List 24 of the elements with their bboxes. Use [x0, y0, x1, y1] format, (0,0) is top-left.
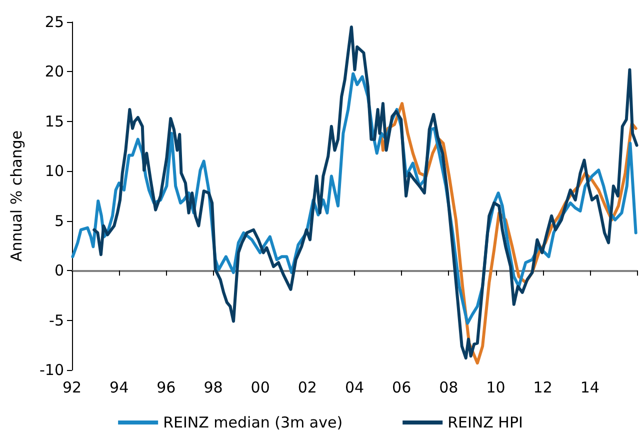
legend-label: REINZ HPI — [448, 414, 523, 432]
line-series — [92, 25, 638, 360]
legend-label: REINZ median (3m ave) — [163, 414, 343, 432]
x-tick-label: 14 — [580, 378, 600, 396]
y-tick-label: 0 — [54, 262, 64, 280]
x-tick-label: 92 — [62, 378, 82, 396]
y-tick-label: 25 — [44, 13, 64, 31]
x-tick-label: 12 — [533, 378, 552, 396]
x-tick-label: 94 — [110, 378, 129, 396]
x-tick-label: 02 — [298, 378, 317, 396]
y-tick-label: 5 — [54, 212, 64, 230]
x-tick-label: 04 — [344, 378, 364, 396]
y-tick-label: -5 — [49, 311, 64, 330]
x-tick-label: 98 — [204, 378, 223, 396]
y-tick-label: 20 — [44, 62, 64, 81]
y-tick-label: 10 — [44, 162, 64, 180]
y-tick-label: 15 — [44, 112, 64, 130]
x-tick-label: 10 — [486, 378, 506, 396]
x-tick-label: 08 — [439, 378, 458, 396]
y-tick-label: -10 — [40, 361, 64, 379]
x-tick-label: 06 — [392, 378, 412, 396]
y-axis-title: Annual % change — [8, 130, 26, 262]
x-tick-label: 00 — [250, 378, 270, 396]
x-tick-label: 96 — [156, 378, 176, 396]
